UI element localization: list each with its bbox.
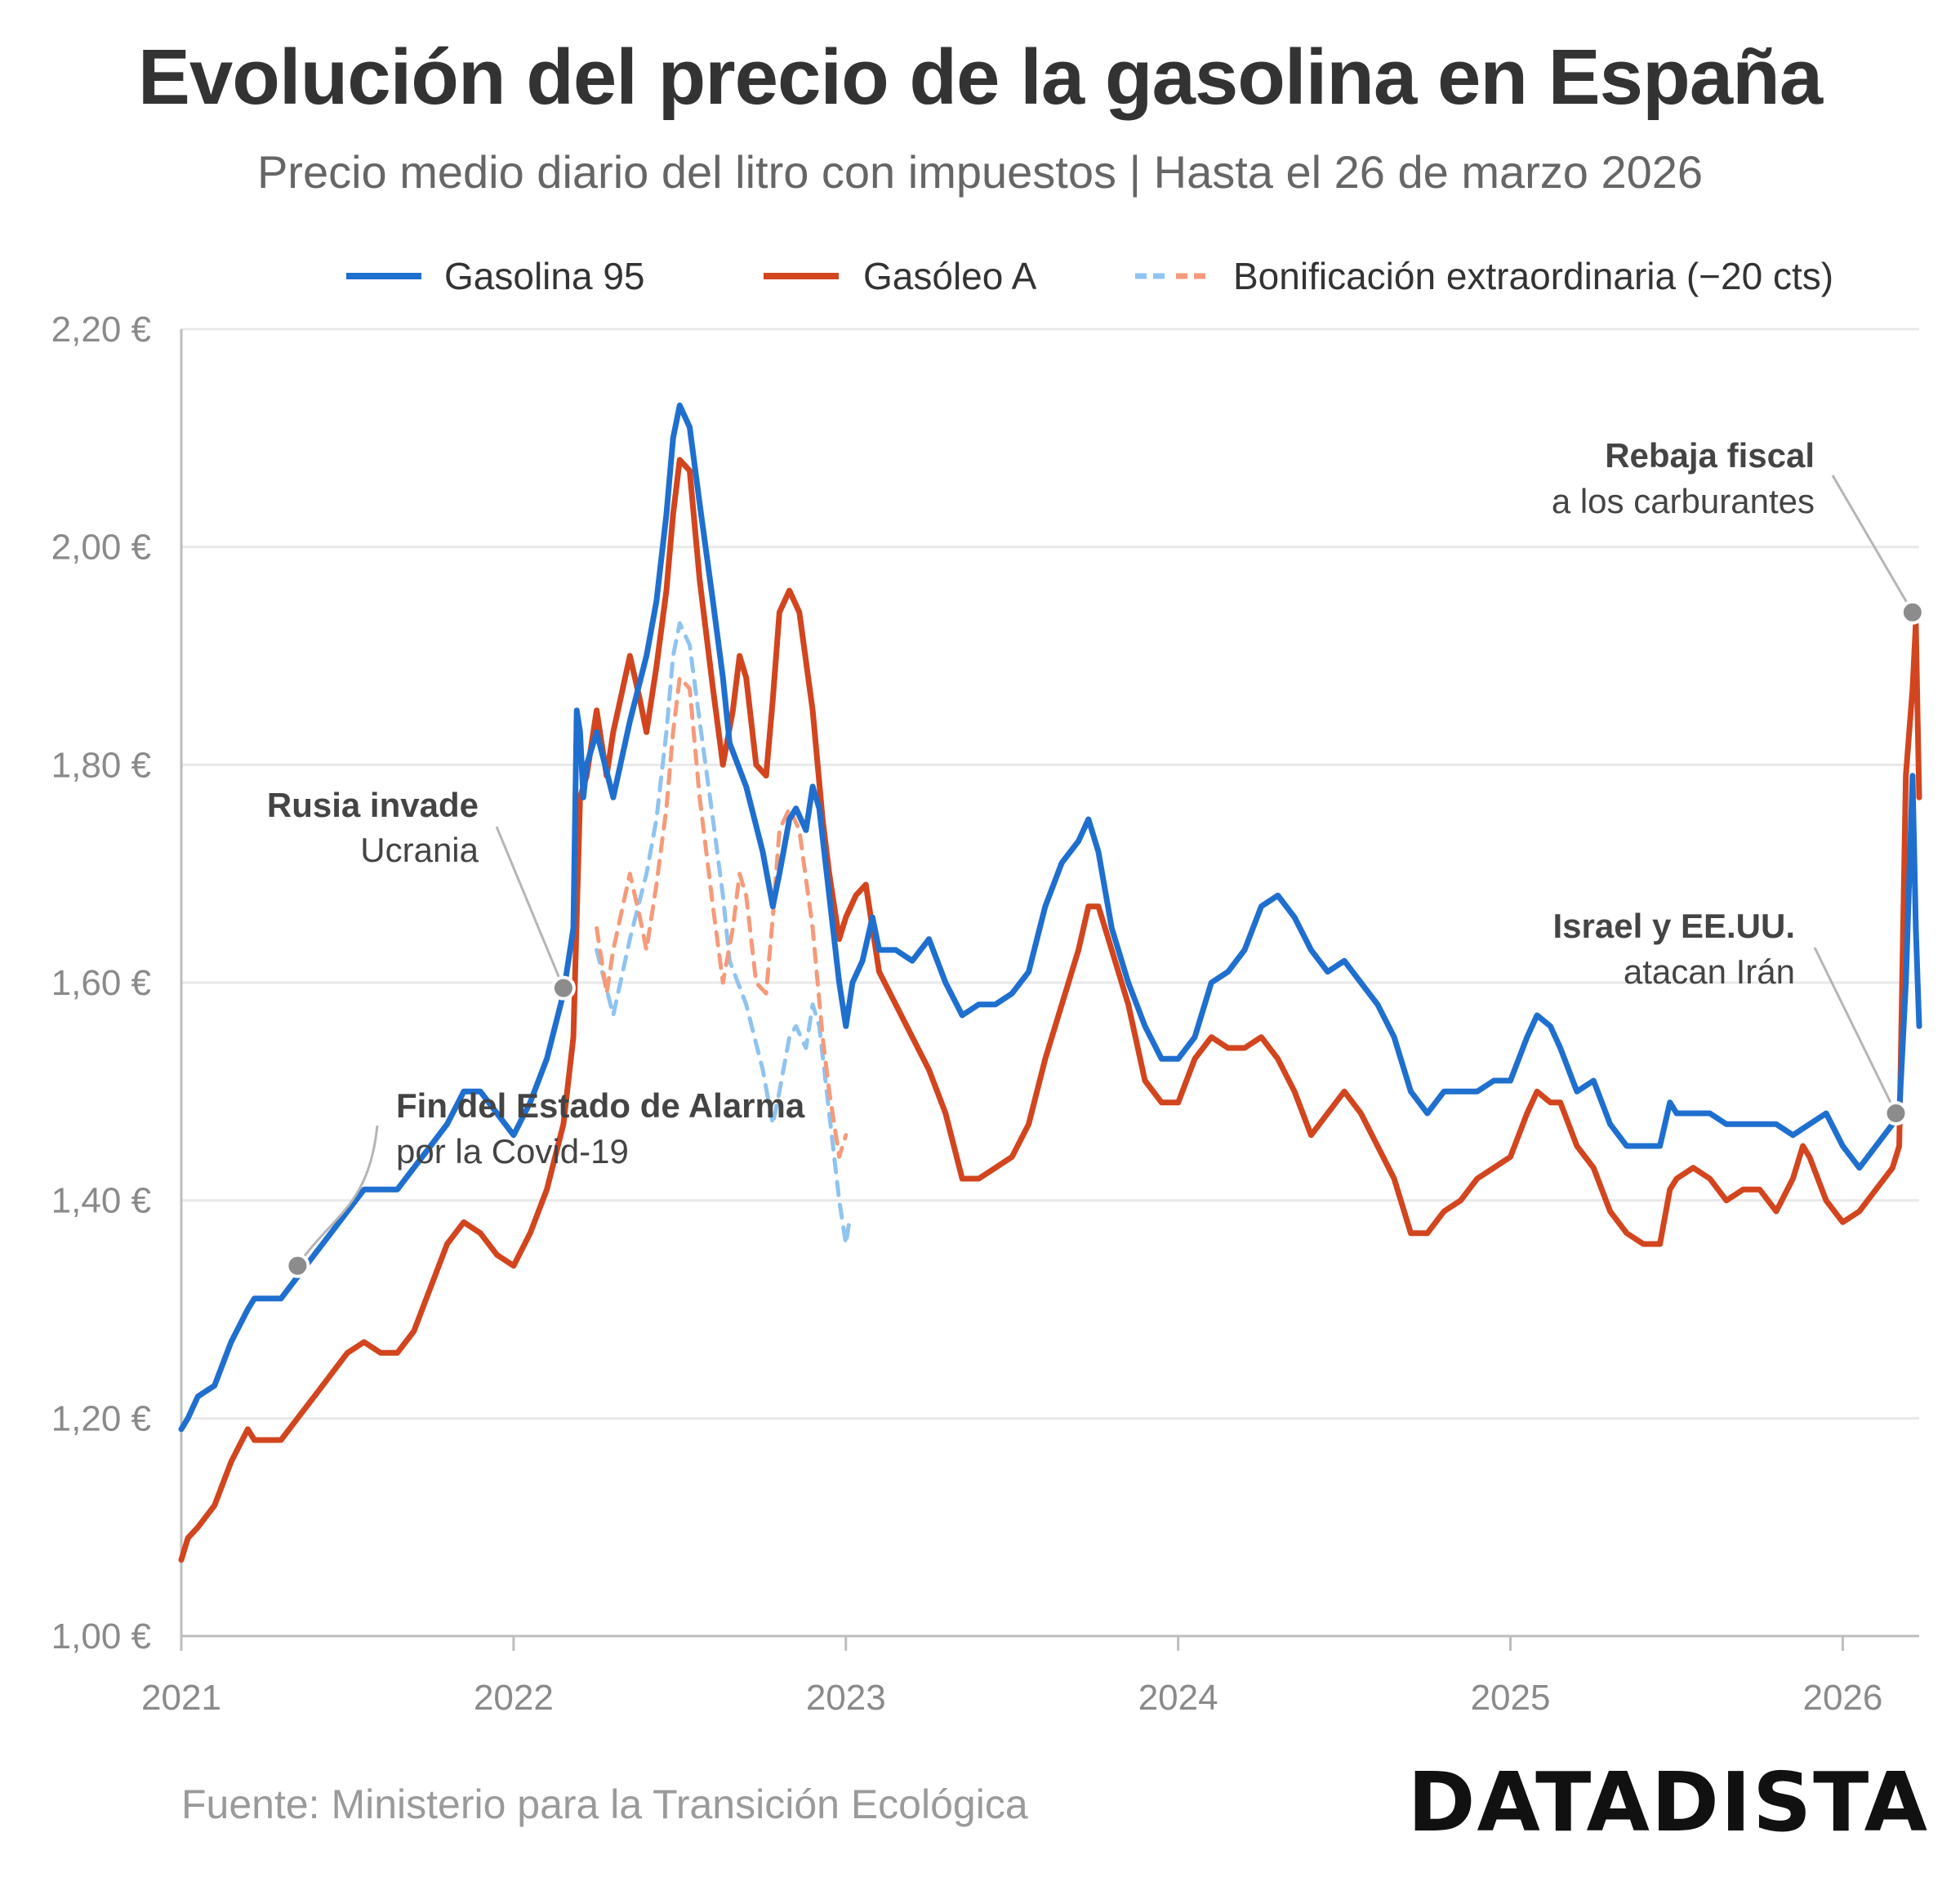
annotation-subtitle: por la Covid-19	[396, 1132, 629, 1170]
y-tick-label: 1,20 €	[51, 1398, 151, 1438]
brand-logo: DATADISTA	[1407, 1755, 1929, 1850]
annotations: Fin del Estado de Alarma por la Covid-19 R…	[267, 436, 1925, 1278]
x-tick-label: 2026	[1802, 1678, 1882, 1718]
y-tick-label: 2,20 €	[51, 310, 151, 350]
annotation-connector	[495, 826, 565, 989]
x-tick-label: 2024	[1138, 1678, 1218, 1718]
annotation-subtitle: atacan Irán	[1624, 952, 1795, 991]
legend: Gasolina 95 Gasóleo A Bonificación extraor…	[346, 255, 1833, 297]
series-line-gasolina	[178, 402, 1922, 1433]
annotation-subtitle: Ucrania	[360, 831, 479, 869]
legend-label: Gasóleo A	[863, 255, 1037, 297]
grid-lines	[181, 328, 1919, 1420]
series-line-gasoleo-bonif	[595, 676, 849, 1159]
x-tick-label: 2023	[806, 1678, 886, 1718]
annotation-marker	[285, 1253, 310, 1278]
x-tick-label: 2022	[474, 1678, 554, 1718]
y-tick-label: 1,80 €	[51, 745, 151, 785]
legend-label: Gasolina 95	[444, 255, 645, 297]
annotation-title: Israel y EE.UU.	[1553, 907, 1795, 945]
legend-label: Bonificación extraordinaria (−20 cts)	[1233, 255, 1833, 297]
annotation-subtitle: a los carburantes	[1552, 482, 1815, 520]
y-tick-label: 2,00 €	[51, 528, 151, 568]
annotation-connector	[296, 1125, 379, 1267]
annotation-title: Rebaja fiscal	[1605, 436, 1815, 475]
source-note: Fuente: Ministerio para la Transición Ec…	[181, 1781, 1028, 1827]
chart-title: Evolución del precio de la gasolina en E…	[137, 33, 1823, 121]
x-tick-label: 2025	[1471, 1678, 1551, 1718]
annotation-marker	[550, 975, 576, 1001]
annotation-connector	[1813, 947, 1897, 1114]
annotation-title: Rusia invade	[267, 786, 479, 824]
y-tick-label: 1,00 €	[51, 1616, 151, 1656]
annotation-title: Fin del Estado de Alarma	[396, 1086, 805, 1125]
axes: 1,00 € 1,20 € 1,40 € 1,60 € 1,80 € 2,00 € 2,20…	[51, 310, 1919, 1718]
chart-subtitle: Precio medio diario del litro con impues…	[256, 146, 1704, 198]
series-lines	[178, 402, 1922, 1563]
y-tick-label: 1,40 €	[51, 1181, 151, 1221]
annotation-marker	[1900, 600, 1925, 625]
x-tick-label: 2021	[141, 1678, 221, 1718]
series-line-gasolina-bonif	[595, 621, 852, 1246]
annotation-marker	[1883, 1101, 1909, 1126]
series-line-gasoleo	[178, 457, 1922, 1563]
annotation-connector	[1831, 475, 1914, 613]
y-tick-label: 1,60 €	[51, 963, 151, 1003]
